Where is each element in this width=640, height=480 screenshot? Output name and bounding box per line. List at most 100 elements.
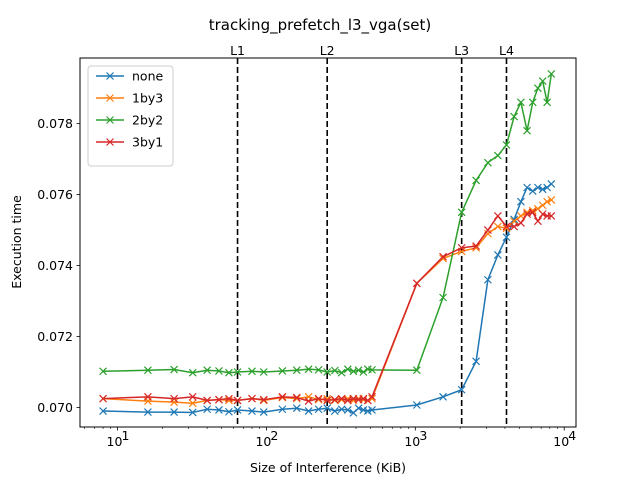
data-point-1by3 xyxy=(314,395,323,404)
data-point-2by2 xyxy=(278,367,287,375)
data-point-none xyxy=(368,406,376,414)
data-point-2by2 xyxy=(354,366,363,375)
data-point-2by2 xyxy=(472,176,481,185)
data-point-3by1 xyxy=(215,395,223,404)
x-tick-label: 10 xyxy=(107,434,123,449)
data-point-2by2 xyxy=(188,368,197,377)
data-point-none xyxy=(224,407,233,416)
data-point-3by1 xyxy=(510,222,519,231)
data-point-2by2 xyxy=(99,367,107,376)
data-point-2by2 xyxy=(359,368,368,376)
data-point-1by3 xyxy=(224,396,233,405)
data-point-1by3 xyxy=(547,195,556,204)
y-tick-label: 0.072 xyxy=(37,329,73,344)
data-point-none xyxy=(304,407,313,415)
data-point-1by3 xyxy=(543,197,552,206)
data-point-2by2 xyxy=(215,367,223,375)
data-point-3by1 xyxy=(412,279,421,288)
data-point-2by2 xyxy=(502,141,511,149)
y-tick-label: 0.076 xyxy=(37,187,73,202)
data-point-none xyxy=(354,404,363,413)
data-point-none xyxy=(412,401,421,409)
data-point-none xyxy=(343,406,352,414)
legend-label-2by2: 2by2 xyxy=(132,113,163,128)
data-point-none xyxy=(523,183,532,192)
data-point-none xyxy=(493,250,502,259)
data-point-3by1 xyxy=(323,396,332,405)
data-point-1by3 xyxy=(538,201,547,210)
data-point-3by1 xyxy=(337,394,346,403)
data-point-2by2 xyxy=(337,368,346,377)
data-point-2by2 xyxy=(330,366,339,375)
data-point-none xyxy=(259,408,268,417)
legend-marker-none xyxy=(106,72,114,80)
data-point-3by1 xyxy=(439,252,447,261)
x-tick-label: 10 xyxy=(255,434,271,449)
x-axis-label: Size of Interference (KiB) xyxy=(250,460,406,475)
data-point-2by2 xyxy=(510,112,519,121)
data-point-3by1 xyxy=(354,395,363,404)
data-point-2by2 xyxy=(533,84,542,93)
data-point-none xyxy=(233,406,242,414)
data-point-3by1 xyxy=(203,396,212,405)
data-point-2by2 xyxy=(523,126,532,135)
data-point-3by1 xyxy=(523,210,532,219)
data-point-3by1 xyxy=(99,394,107,403)
data-point-none xyxy=(292,404,301,413)
vline-label-l3: L3 xyxy=(454,43,469,58)
data-point-2by2 xyxy=(323,368,332,376)
plot-inner xyxy=(99,58,556,427)
chart-title: tracking_prefetch_l3_vga(set) xyxy=(209,16,432,35)
x-tick-label-exponent: 4 xyxy=(568,428,576,443)
data-point-3by1 xyxy=(516,219,525,227)
data-point-2by2 xyxy=(528,98,537,107)
data-point-none xyxy=(516,197,525,206)
y-axis-label: Execution time xyxy=(9,195,24,289)
plot-area-frame xyxy=(79,57,577,428)
data-point-1by3 xyxy=(343,394,352,403)
data-point-none xyxy=(472,357,481,366)
data-point-3by1 xyxy=(528,208,537,217)
legend-label-3by1: 3by1 xyxy=(132,135,163,150)
data-point-none xyxy=(314,405,323,414)
data-point-2by2 xyxy=(314,365,323,374)
data-point-none xyxy=(528,187,537,195)
data-point-1by3 xyxy=(516,211,525,220)
data-point-none xyxy=(278,405,287,414)
data-point-none xyxy=(99,407,107,415)
y-tick-label: 0.074 xyxy=(37,258,73,273)
data-point-3by1 xyxy=(248,394,256,403)
data-point-3by1 xyxy=(292,393,301,402)
data-point-3by1 xyxy=(547,211,556,220)
legend-label-1by3: 1by3 xyxy=(132,91,163,106)
data-point-2by2 xyxy=(292,366,301,375)
y-tick-label: 0.070 xyxy=(37,400,73,415)
data-point-2by2 xyxy=(259,368,268,376)
data-point-none xyxy=(439,392,447,401)
data-point-3by1 xyxy=(314,394,323,403)
legend-marker-2by2 xyxy=(106,116,114,124)
data-point-none xyxy=(510,215,519,224)
x-tick-label-exponent: 3 xyxy=(419,428,427,443)
data-point-3by1 xyxy=(233,396,242,405)
data-point-3by1 xyxy=(143,392,152,401)
data-point-1by3 xyxy=(472,243,481,252)
vline-label-l4: L4 xyxy=(499,43,514,58)
data-point-3by1 xyxy=(483,226,492,235)
data-point-2by2 xyxy=(304,365,313,374)
data-point-3by1 xyxy=(224,394,233,403)
data-point-3by1 xyxy=(472,242,481,250)
data-point-none xyxy=(533,183,542,192)
data-point-none xyxy=(143,408,152,417)
data-point-1by3 xyxy=(170,398,179,407)
series-line-2by2 xyxy=(103,73,553,374)
legend-marker-3by1 xyxy=(106,138,114,146)
data-point-2by2 xyxy=(143,366,152,375)
data-point-3by1 xyxy=(368,392,376,401)
data-point-1by3 xyxy=(292,394,301,403)
data-point-1by3 xyxy=(493,222,502,231)
data-point-3by1 xyxy=(533,217,542,226)
data-point-none xyxy=(248,407,256,415)
